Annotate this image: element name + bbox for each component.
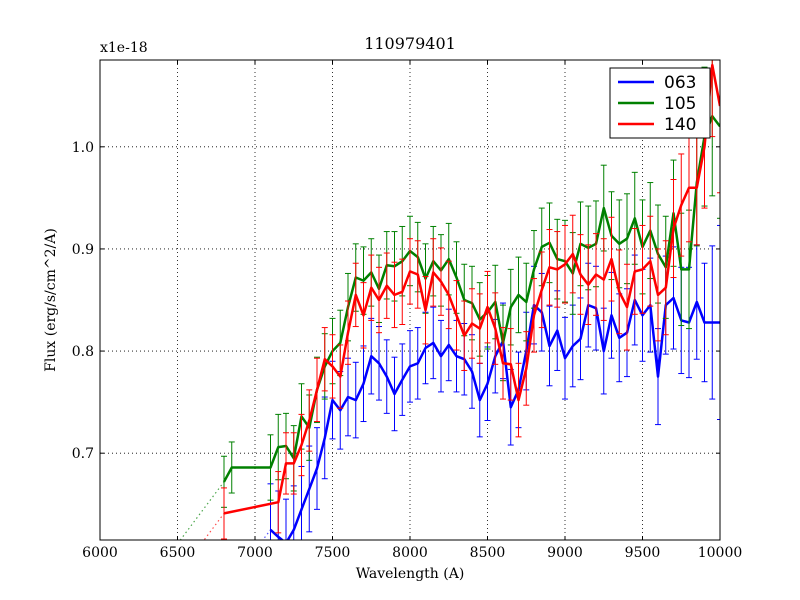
x-tick-label: 6500 bbox=[160, 545, 196, 561]
legend-label-140: 140 bbox=[664, 115, 696, 135]
error-bar bbox=[221, 487, 227, 540]
error-bar bbox=[717, 60, 720, 219]
y-tick-label: 1.0 bbox=[72, 140, 94, 156]
error-bar bbox=[283, 498, 289, 540]
plot-area: 6000 6500 7000 7500 8000 8500 9000 9500 10000 0.7… bbox=[72, 59, 743, 561]
x-tick-label: 6000 bbox=[82, 545, 118, 561]
error-bar bbox=[717, 60, 720, 194]
series-line-140 bbox=[223, 63, 720, 515]
x-tick-label: 9500 bbox=[625, 545, 661, 561]
y-axis-label: Flux (erg/s/cm^2/A) bbox=[43, 228, 59, 372]
x-tick-label: 9000 bbox=[547, 545, 583, 561]
x-tick-label: 8000 bbox=[392, 545, 428, 561]
error-bar bbox=[717, 224, 720, 420]
y-multiplier-label: x1e-18 bbox=[100, 40, 148, 56]
y-tick-label: 0.7 bbox=[72, 446, 94, 462]
x-tick-label: 7500 bbox=[315, 545, 351, 561]
chart-title: 110979401 bbox=[364, 34, 456, 53]
ticks: 6000 6500 7000 7500 8000 8500 9000 9500 10000 0.7… bbox=[72, 60, 743, 561]
legend-label-105: 105 bbox=[664, 94, 696, 114]
x-tick-label: 10000 bbox=[698, 545, 743, 561]
series-layer bbox=[179, 60, 720, 540]
y-tick-label: 0.8 bbox=[72, 344, 94, 360]
y-tick-label: 0.9 bbox=[72, 242, 94, 258]
series-140 bbox=[203, 60, 720, 540]
legend-label-063: 063 bbox=[664, 73, 696, 93]
series-dotted-extension bbox=[179, 481, 225, 540]
x-tick-label: 8500 bbox=[470, 545, 506, 561]
x-axis-label: Wavelength (A) bbox=[356, 566, 465, 582]
x-tick-label: 7000 bbox=[237, 545, 273, 561]
